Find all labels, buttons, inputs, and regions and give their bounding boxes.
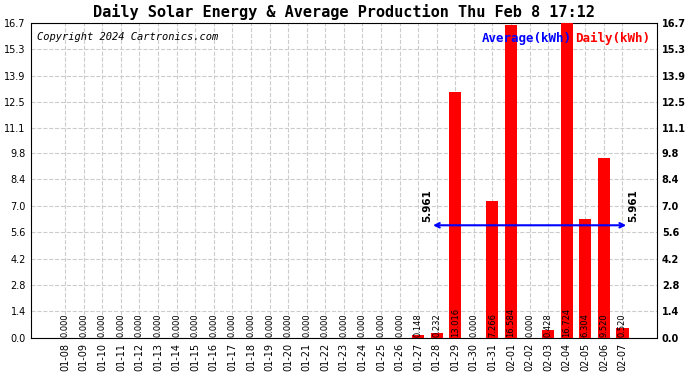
Text: 0.000: 0.000 xyxy=(61,314,70,338)
Text: 0.000: 0.000 xyxy=(209,314,218,338)
Bar xyxy=(542,330,554,338)
Bar xyxy=(561,22,573,338)
Text: 0.000: 0.000 xyxy=(228,314,237,338)
Text: 0.000: 0.000 xyxy=(190,314,199,338)
Text: 0.000: 0.000 xyxy=(154,314,163,338)
Title: Daily Solar Energy & Average Production Thu Feb 8 17:12: Daily Solar Energy & Average Production … xyxy=(93,4,595,20)
Text: Average(kWh): Average(kWh) xyxy=(482,32,571,45)
Text: Copyright 2024 Cartronics.com: Copyright 2024 Cartronics.com xyxy=(37,32,218,42)
Text: 0.428: 0.428 xyxy=(544,314,553,338)
Bar xyxy=(616,328,629,338)
Text: 5.961: 5.961 xyxy=(422,190,433,222)
Bar xyxy=(505,25,517,338)
Text: 0.000: 0.000 xyxy=(79,314,88,338)
Text: 0.000: 0.000 xyxy=(358,314,367,338)
Text: 6.304: 6.304 xyxy=(581,314,590,338)
Bar xyxy=(431,333,443,338)
Text: 0.000: 0.000 xyxy=(395,314,404,338)
Text: 0.000: 0.000 xyxy=(321,314,330,338)
Text: 0.148: 0.148 xyxy=(413,314,422,338)
Text: 13.016: 13.016 xyxy=(451,308,460,338)
Bar xyxy=(486,201,498,338)
Text: 16.724: 16.724 xyxy=(562,308,571,338)
Text: 0.000: 0.000 xyxy=(339,314,348,338)
Text: 9.520: 9.520 xyxy=(600,314,609,338)
Text: 16.584: 16.584 xyxy=(506,308,515,338)
Bar xyxy=(598,158,610,338)
Bar xyxy=(412,335,424,338)
Text: 0.000: 0.000 xyxy=(265,314,274,338)
Text: 0.000: 0.000 xyxy=(172,314,181,338)
Text: 0.232: 0.232 xyxy=(432,314,441,338)
Text: 0.000: 0.000 xyxy=(302,314,311,338)
Text: 5.961: 5.961 xyxy=(629,190,639,222)
Text: 0.000: 0.000 xyxy=(469,314,478,338)
Text: Daily(kWh): Daily(kWh) xyxy=(575,32,651,45)
Text: 7.266: 7.266 xyxy=(488,314,497,338)
Text: 0.000: 0.000 xyxy=(117,314,126,338)
Text: 0.000: 0.000 xyxy=(98,314,107,338)
Text: 0.000: 0.000 xyxy=(284,314,293,338)
Bar xyxy=(580,219,591,338)
Bar xyxy=(449,92,462,338)
Text: 0.520: 0.520 xyxy=(618,314,627,338)
Text: 0.000: 0.000 xyxy=(377,314,386,338)
Text: 0.000: 0.000 xyxy=(246,314,255,338)
Text: 0.000: 0.000 xyxy=(135,314,144,338)
Text: 0.000: 0.000 xyxy=(525,314,534,338)
